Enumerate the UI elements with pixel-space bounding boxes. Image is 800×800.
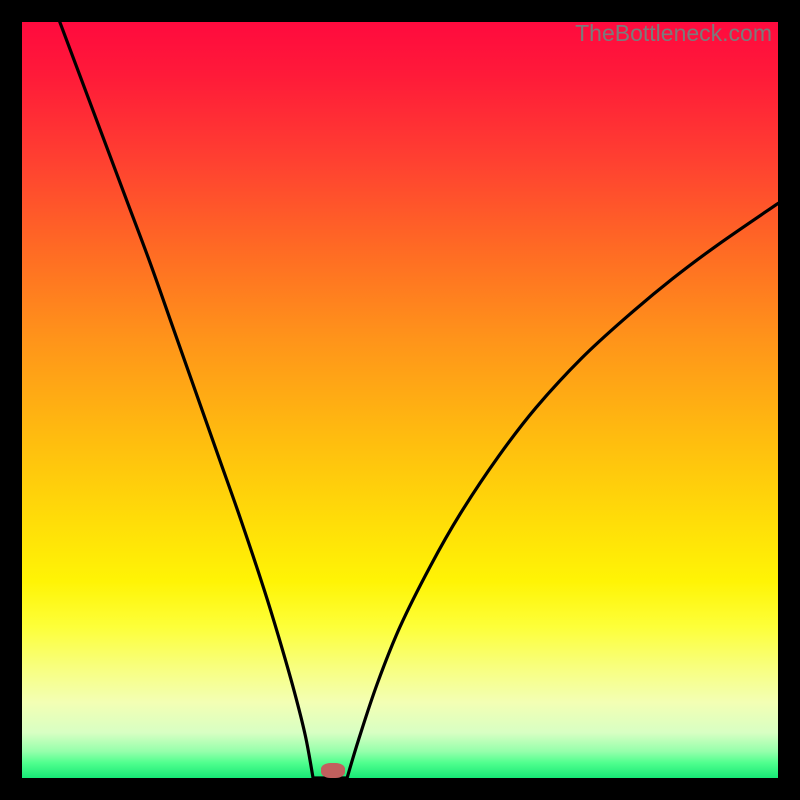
plot-area: TheBottleneck.com [22,22,778,778]
optimum-marker [321,763,345,778]
bottleneck-curve [22,22,778,778]
